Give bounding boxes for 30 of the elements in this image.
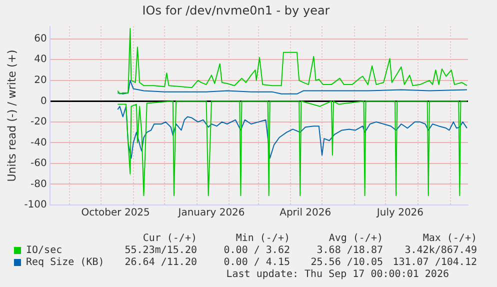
x-tick-label: October 2025: [81, 208, 150, 219]
y-tick-label: -80: [30, 178, 47, 190]
text: 0.00 / 3.62: [224, 245, 290, 256]
text: 0.00 / 4.15: [224, 257, 290, 268]
x-tick-label: July 2026: [376, 208, 424, 219]
x-tick-label: January 2026: [177, 208, 245, 219]
chart-title: IOs for /dev/nvme0n1 - by year: [142, 3, 330, 18]
text: Cur (-/+): [142, 233, 197, 244]
text: Min (-/+): [236, 233, 290, 244]
y-tick-label: 0: [40, 96, 47, 107]
x-tick-label: April 2026: [280, 208, 332, 219]
y-tick-label: -40: [30, 137, 47, 148]
y-tick-label: 60: [34, 33, 47, 44]
text: 25.56 /10.05: [310, 257, 383, 268]
text: Avg (-/+): [328, 233, 383, 244]
y-tick-label: 40: [34, 54, 47, 66]
text: Last update: Thu Sep 17 00:00:01 2026: [226, 269, 449, 280]
text: 3.68 /18.87: [316, 245, 383, 256]
text: 26.64 /11.20: [124, 257, 197, 268]
y-tick-label: -100: [24, 200, 47, 211]
text: 55.23m/15.20: [124, 245, 197, 256]
text: 131.07 /104.12: [392, 257, 477, 268]
y-tick-label: -20: [30, 116, 47, 128]
y-axis-title: Units read (-) / write (+): [5, 50, 18, 182]
y-tick-label: 20: [34, 74, 47, 86]
text: 3.42k/867.49: [404, 245, 477, 256]
legend-label: IO/sec: [26, 245, 62, 256]
y-tick-label: -60: [30, 158, 47, 170]
text: Max (-/+): [422, 233, 477, 244]
legend-label: Req Size (KB): [26, 257, 104, 268]
